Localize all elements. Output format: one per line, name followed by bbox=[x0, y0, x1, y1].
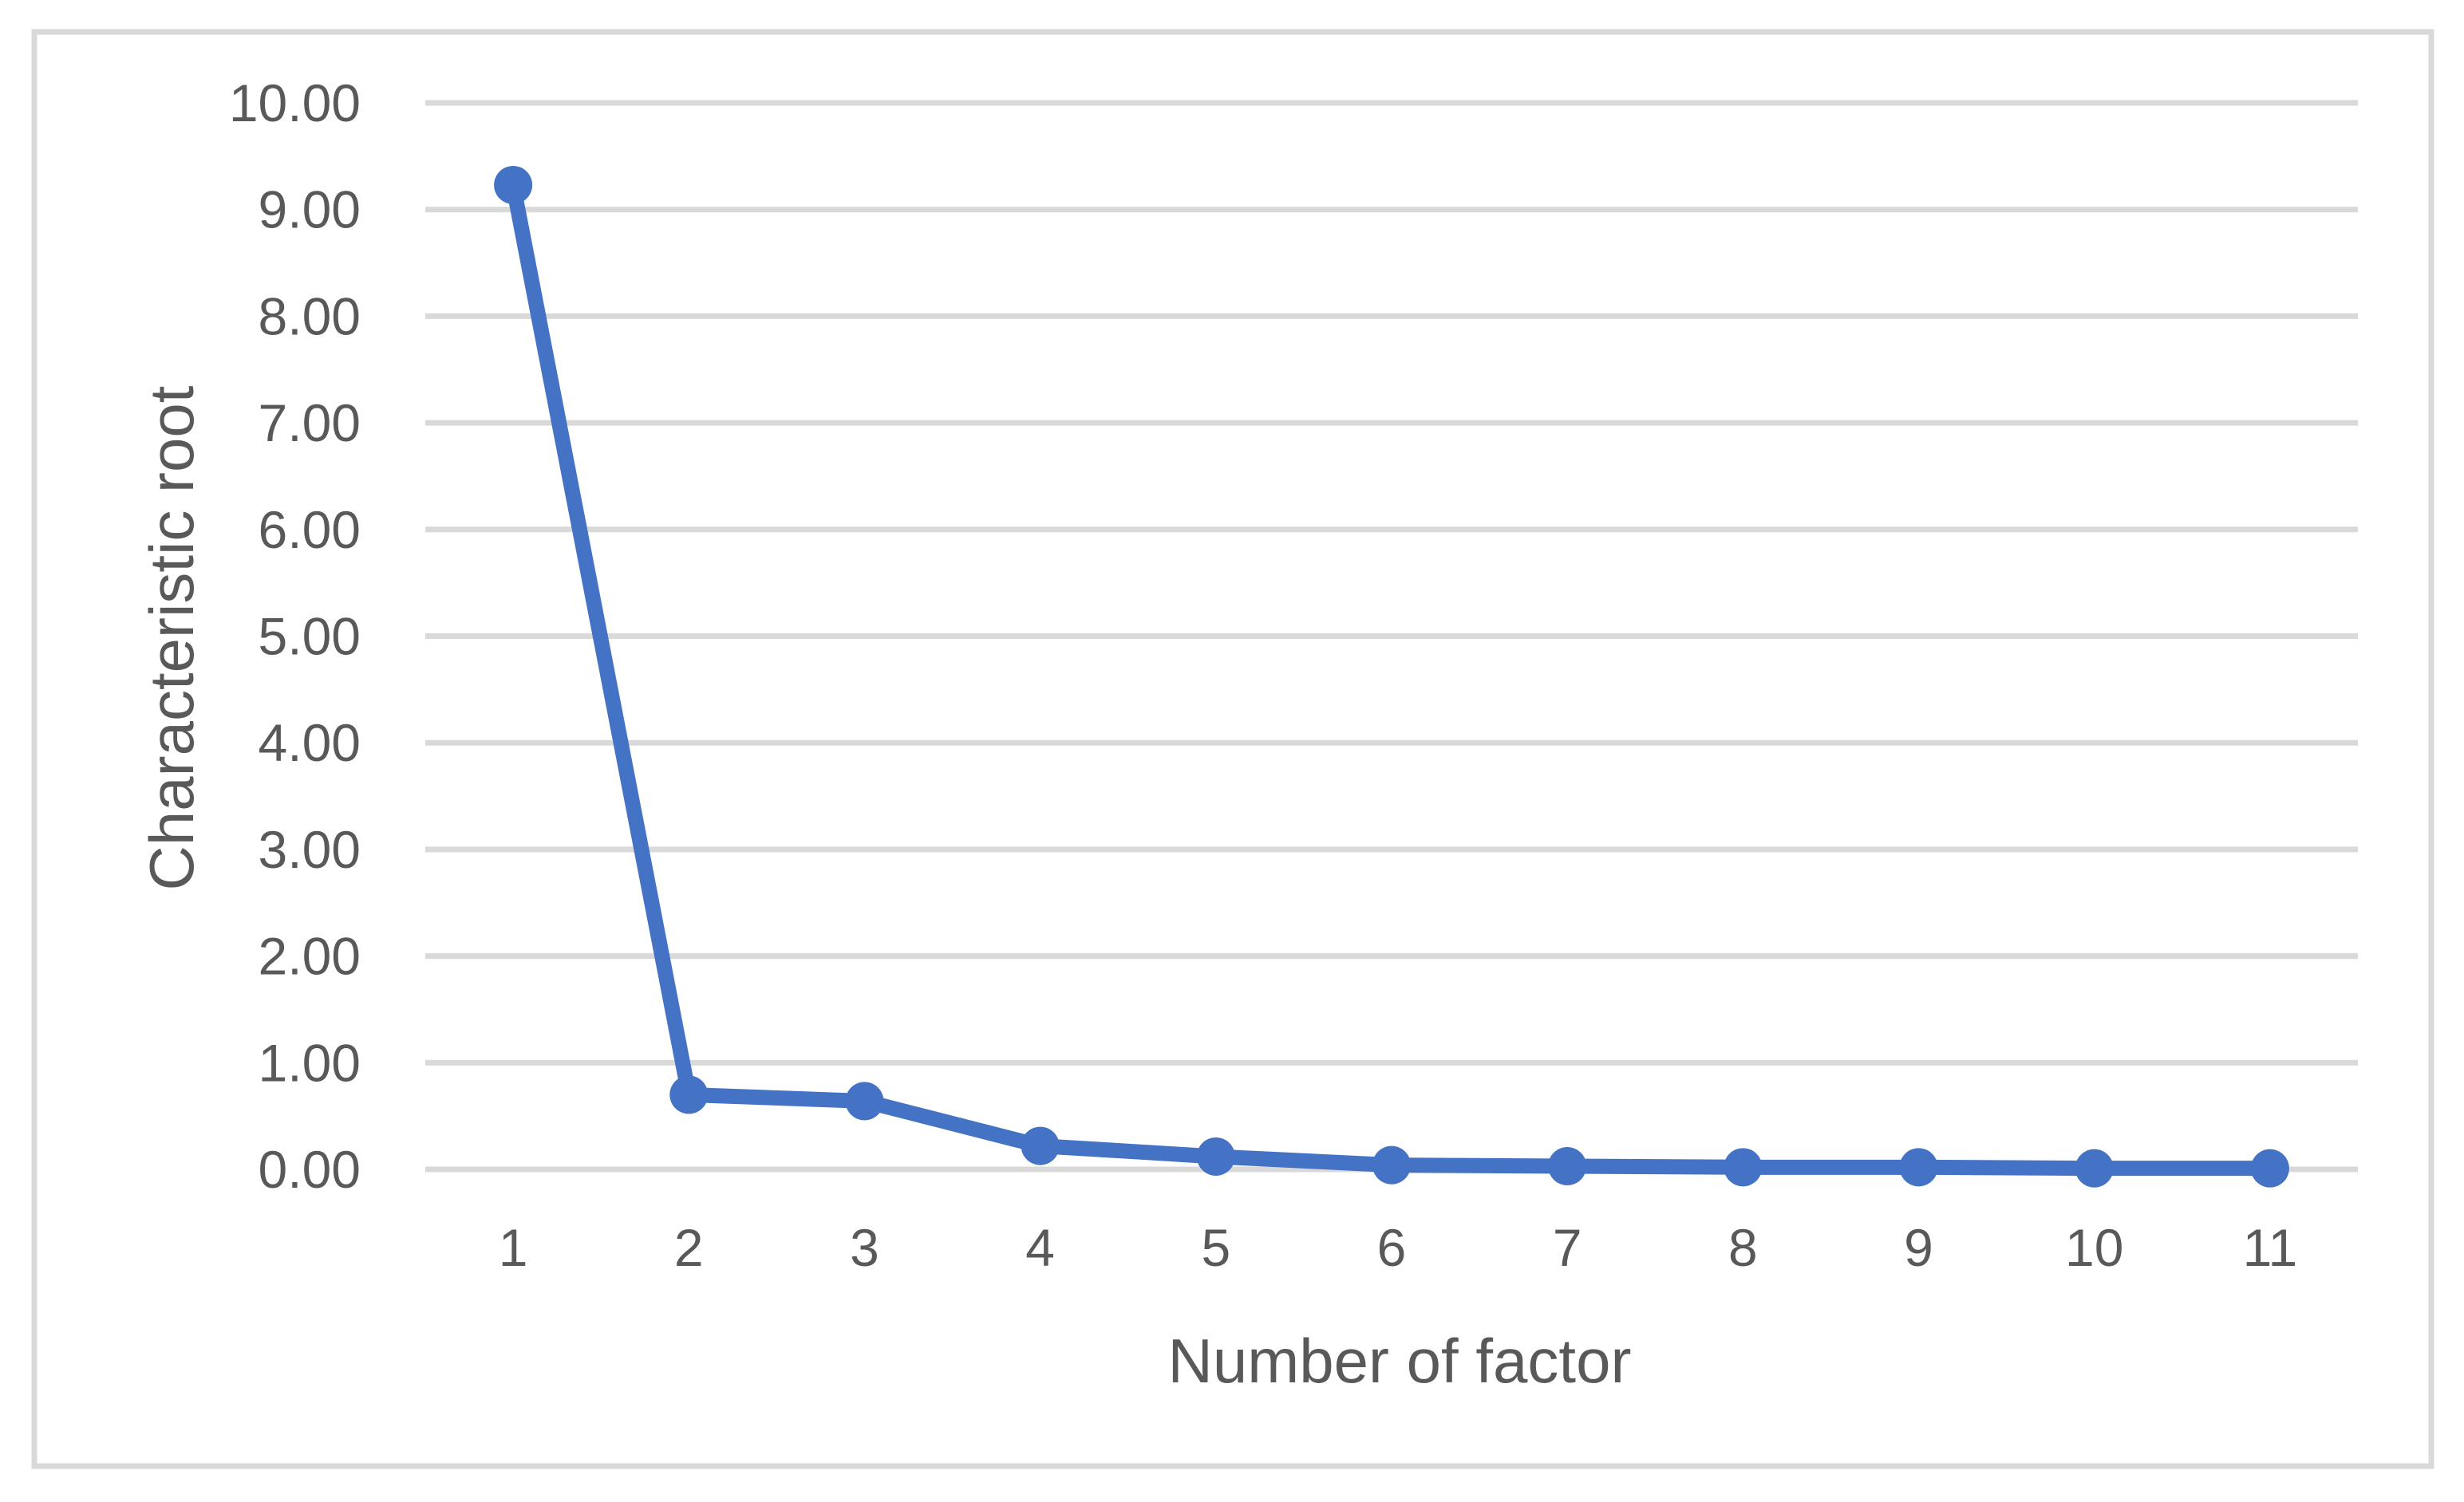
data-point-marker bbox=[1724, 1148, 1763, 1187]
data-point-marker bbox=[1196, 1137, 1235, 1176]
data-point-marker bbox=[1372, 1145, 1411, 1185]
x-tick-label: 7 bbox=[1553, 1218, 1582, 1277]
x-axis-title: Number of factor bbox=[1168, 1326, 1632, 1396]
data-point-marker bbox=[2075, 1149, 2114, 1188]
x-tick-label: 10 bbox=[2065, 1218, 2123, 1277]
x-tick-label: 9 bbox=[1904, 1218, 1933, 1277]
y-tick-label: 9.00 bbox=[259, 180, 361, 239]
y-tick-label: 1.00 bbox=[259, 1033, 361, 1092]
x-tick-label: 11 bbox=[2243, 1218, 2298, 1277]
y-tick-label: 0.00 bbox=[259, 1140, 361, 1199]
series-line bbox=[505, 183, 2270, 1177]
y-tick-label: 3.00 bbox=[259, 820, 361, 879]
x-tick-label: 1 bbox=[499, 1218, 528, 1277]
y-tick-label: 8.00 bbox=[259, 286, 361, 345]
y-tick-label: 10.00 bbox=[229, 73, 361, 132]
data-point-marker bbox=[1548, 1146, 1587, 1185]
x-tick-label: 5 bbox=[1201, 1218, 1230, 1277]
data-point-marker bbox=[669, 1075, 709, 1114]
data-series-group bbox=[494, 165, 2289, 1188]
x-tick-label: 4 bbox=[1025, 1218, 1055, 1277]
chart-border bbox=[31, 29, 2434, 1469]
y-axis-title: Characteristic root bbox=[136, 385, 207, 890]
y-tick-label: 4.00 bbox=[259, 713, 361, 772]
x-tick-label: 6 bbox=[1377, 1218, 1407, 1277]
data-point-marker bbox=[845, 1082, 884, 1121]
y-tick-label: 7.00 bbox=[259, 393, 361, 452]
x-tick-label: 2 bbox=[674, 1218, 704, 1277]
y-tick-label: 5.00 bbox=[259, 607, 361, 666]
x-tick-label: 8 bbox=[1728, 1218, 1758, 1277]
x-tick-label: 3 bbox=[850, 1218, 879, 1277]
data-point-marker bbox=[494, 165, 533, 204]
y-tick-label: 2.00 bbox=[259, 927, 361, 986]
axis-labels-group: 0.00 1.00 2.00 3.00 4.00 5.00 6.00 7.00 8.00 9.00… bbox=[229, 73, 2297, 1277]
y-tick-label: 6.00 bbox=[259, 500, 361, 559]
data-point-marker bbox=[1899, 1148, 1938, 1187]
data-point-marker bbox=[1021, 1126, 1060, 1165]
data-point-marker bbox=[2250, 1149, 2289, 1188]
